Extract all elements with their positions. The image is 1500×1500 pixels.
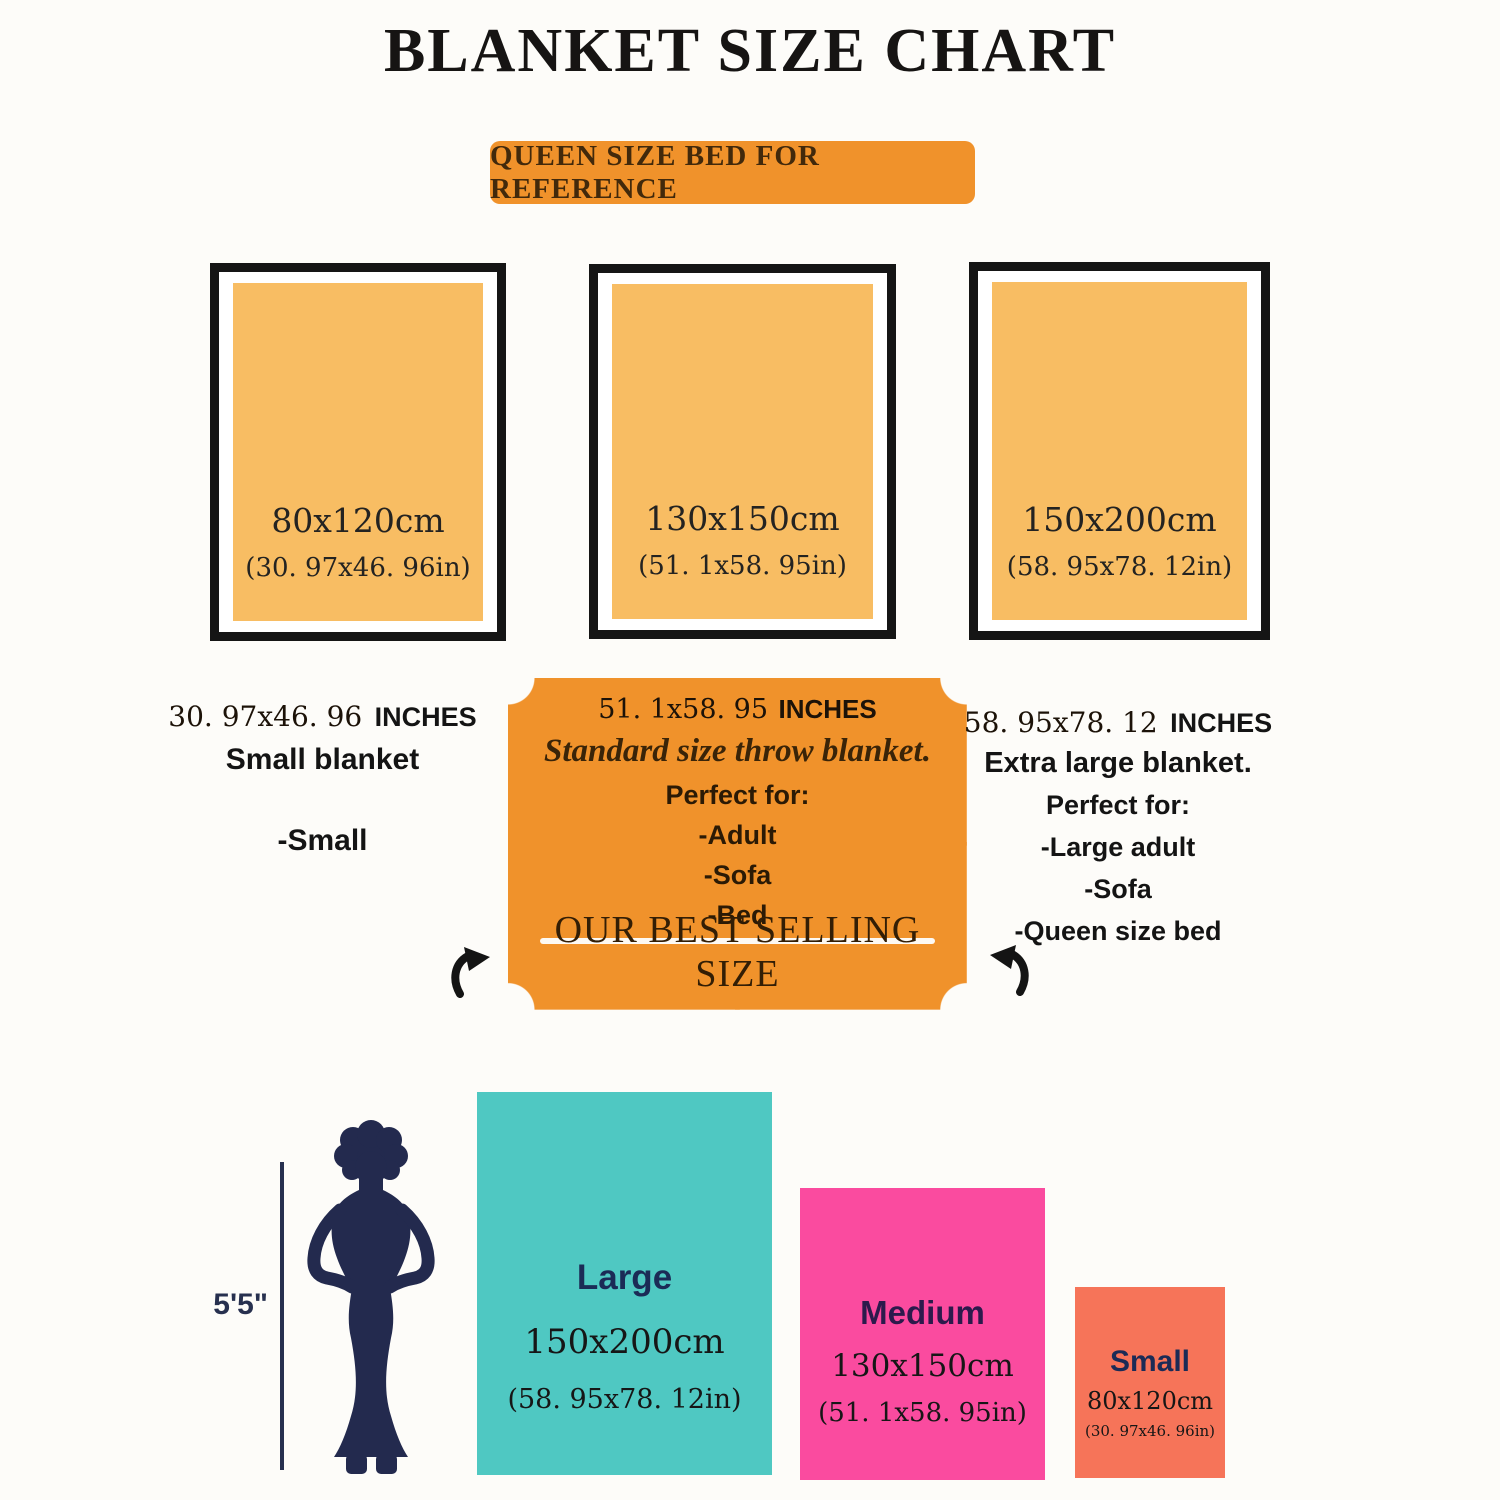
use-item: -Queen size bed: [1014, 916, 1222, 946]
curved-arrow-right-icon: [990, 945, 1029, 996]
queen-bed-frame-small: 80x120cm (30. 97x46. 96in): [210, 263, 506, 641]
blanket-overlay-small: 80x120cm (30. 97x46. 96in): [233, 283, 483, 621]
use-item: -Sofa: [1084, 874, 1152, 904]
blanket-name: Extra large blanket.: [984, 747, 1252, 779]
small-size-info: 30. 97x46. 96 INCHES Small blanket -Smal…: [140, 700, 505, 858]
size-cm: 130x150cm: [831, 1348, 1014, 1384]
blanket-overlay-large: 150x200cm (58. 95x78. 12in): [992, 282, 1247, 620]
size-swatch-small: Small 80x120cm (30. 97x46. 96in): [1075, 1287, 1225, 1478]
blanket-name: Standard size throw blanket.: [544, 733, 931, 769]
size-inches-line: 30. 97x46. 96 INCHES: [140, 700, 505, 733]
queen-bed-frame-medium: 130x150cm (51. 1x58. 95in): [589, 264, 896, 639]
inches-unit: INCHES: [778, 694, 877, 724]
inches-unit: INCHES: [374, 702, 477, 732]
best-seller-plaque: 51. 1x58. 95 INCHES Standard size throw …: [508, 678, 967, 1010]
inches-unit: INCHES: [1170, 708, 1273, 738]
blanket-overlay-medium: 130x150cm (51. 1x58. 95in): [612, 284, 873, 619]
blanket-size-in: (30. 97x46. 96in): [245, 553, 471, 583]
curved-arrow-left-icon: [451, 947, 490, 998]
divider-line: [540, 938, 935, 944]
size-swatch-medium: Medium 130x150cm (51. 1x58. 95in): [800, 1188, 1045, 1480]
use-item: -Adult: [698, 820, 777, 850]
best-seller-footer: OUR BEST SELLING SIZE: [554, 909, 921, 995]
blanket-name: Small blanket: [225, 743, 420, 776]
inches-value: 51. 1x58. 95: [598, 694, 769, 725]
size-in: (30. 97x46. 96in): [1084, 1422, 1216, 1440]
xl-size-info: 58. 95x78. 12 INCHES Extra large blanket…: [958, 706, 1278, 947]
size-swatch-large: Large 150x200cm (58. 95x78. 12in): [477, 1092, 772, 1475]
size-in: (58. 95x78. 12in): [507, 1384, 742, 1415]
blanket-size-cm: 130x150cm: [645, 499, 840, 538]
size-inches-line: 58. 95x78. 12 INCHES: [958, 706, 1278, 739]
size-inches-line: 51. 1x58. 95 INCHES: [508, 694, 967, 725]
inches-value: 58. 95x78. 12: [963, 706, 1158, 739]
blanket-size-in: (58. 95x78. 12in): [1006, 552, 1233, 582]
blanket-size-in: (51. 1x58. 95in): [638, 551, 847, 581]
woman-silhouette: [307, 1120, 435, 1474]
reference-banner-label: QUEEN SIZE BED FOR REFERENCE: [490, 139, 820, 205]
blanket-size-cm: 80x120cm: [271, 501, 445, 540]
size-label: Medium: [860, 1294, 985, 1331]
blanket-size-cm: 150x200cm: [1022, 500, 1217, 539]
page-title: BLANKET SIZE CHART: [383, 17, 1117, 85]
size-label: Small: [1109, 1345, 1191, 1378]
size-cm: 80x120cm: [1086, 1387, 1214, 1415]
reference-banner: QUEEN SIZE BED FOR REFERENCE: [490, 139, 975, 205]
size-in: (51. 1x58. 95in): [818, 1398, 1027, 1428]
perfect-for-label: Perfect for:: [1045, 790, 1191, 820]
queen-bed-frame-large: 150x200cm (58. 95x78. 12in): [969, 262, 1270, 640]
size-cm: 150x200cm: [524, 1322, 725, 1362]
height-label: 5'5": [213, 1288, 268, 1321]
use-item: -Sofa: [703, 860, 772, 890]
height-marker-line: [280, 1162, 284, 1470]
perfect-for-label: Perfect for:: [665, 780, 810, 810]
use-item: -Large adult: [1040, 832, 1196, 862]
inches-value: 30. 97x46. 96: [168, 700, 363, 733]
size-label: Large: [576, 1258, 673, 1297]
use-item: -Bed: [707, 900, 768, 930]
use-item: -Small: [277, 824, 368, 857]
